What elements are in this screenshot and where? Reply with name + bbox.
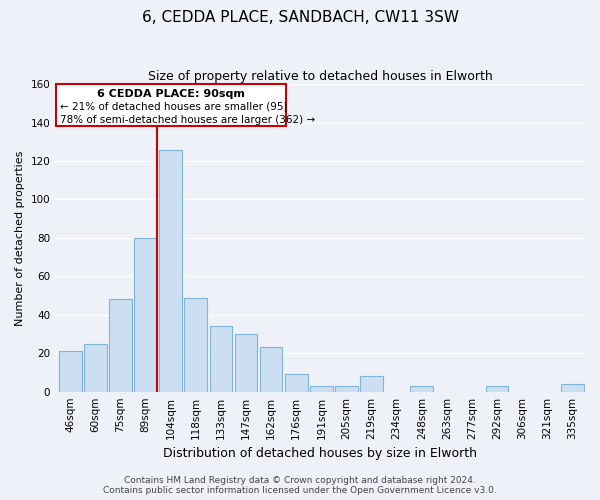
Bar [160, 150, 182, 392]
Bar [209, 326, 232, 392]
Bar [561, 384, 584, 392]
Title: Size of property relative to detached houses in Elworth: Size of property relative to detached ho… [148, 70, 493, 83]
Bar [285, 374, 308, 392]
Bar [184, 298, 207, 392]
Bar [84, 344, 107, 392]
Bar [235, 334, 257, 392]
Bar [335, 386, 358, 392]
Bar [310, 386, 332, 392]
Text: ← 21% of detached houses are smaller (95): ← 21% of detached houses are smaller (95… [60, 102, 287, 112]
Bar [109, 300, 132, 392]
Y-axis label: Number of detached properties: Number of detached properties [15, 150, 25, 326]
Bar [260, 348, 283, 392]
Text: 78% of semi-detached houses are larger (362) →: 78% of semi-detached houses are larger (… [60, 115, 316, 125]
Bar [59, 352, 82, 392]
Text: 6 CEDDA PLACE: 90sqm: 6 CEDDA PLACE: 90sqm [97, 89, 245, 99]
Text: Contains HM Land Registry data © Crown copyright and database right 2024.
Contai: Contains HM Land Registry data © Crown c… [103, 476, 497, 495]
FancyBboxPatch shape [56, 84, 286, 126]
Bar [360, 376, 383, 392]
Bar [410, 386, 433, 392]
Text: 6, CEDDA PLACE, SANDBACH, CW11 3SW: 6, CEDDA PLACE, SANDBACH, CW11 3SW [142, 10, 458, 25]
X-axis label: Distribution of detached houses by size in Elworth: Distribution of detached houses by size … [163, 447, 477, 460]
Bar [486, 386, 508, 392]
Bar [134, 238, 157, 392]
